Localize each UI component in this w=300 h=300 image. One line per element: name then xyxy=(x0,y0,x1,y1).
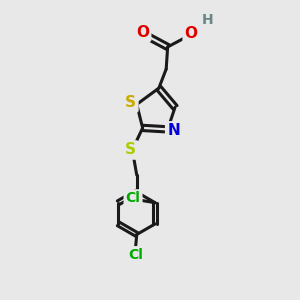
Text: Cl: Cl xyxy=(126,191,140,205)
Text: O: O xyxy=(136,25,149,40)
Text: N: N xyxy=(167,123,180,138)
Text: S: S xyxy=(125,95,136,110)
Text: O: O xyxy=(185,26,198,41)
Text: Cl: Cl xyxy=(128,248,143,262)
Text: H: H xyxy=(202,14,213,27)
Text: S: S xyxy=(125,142,136,158)
